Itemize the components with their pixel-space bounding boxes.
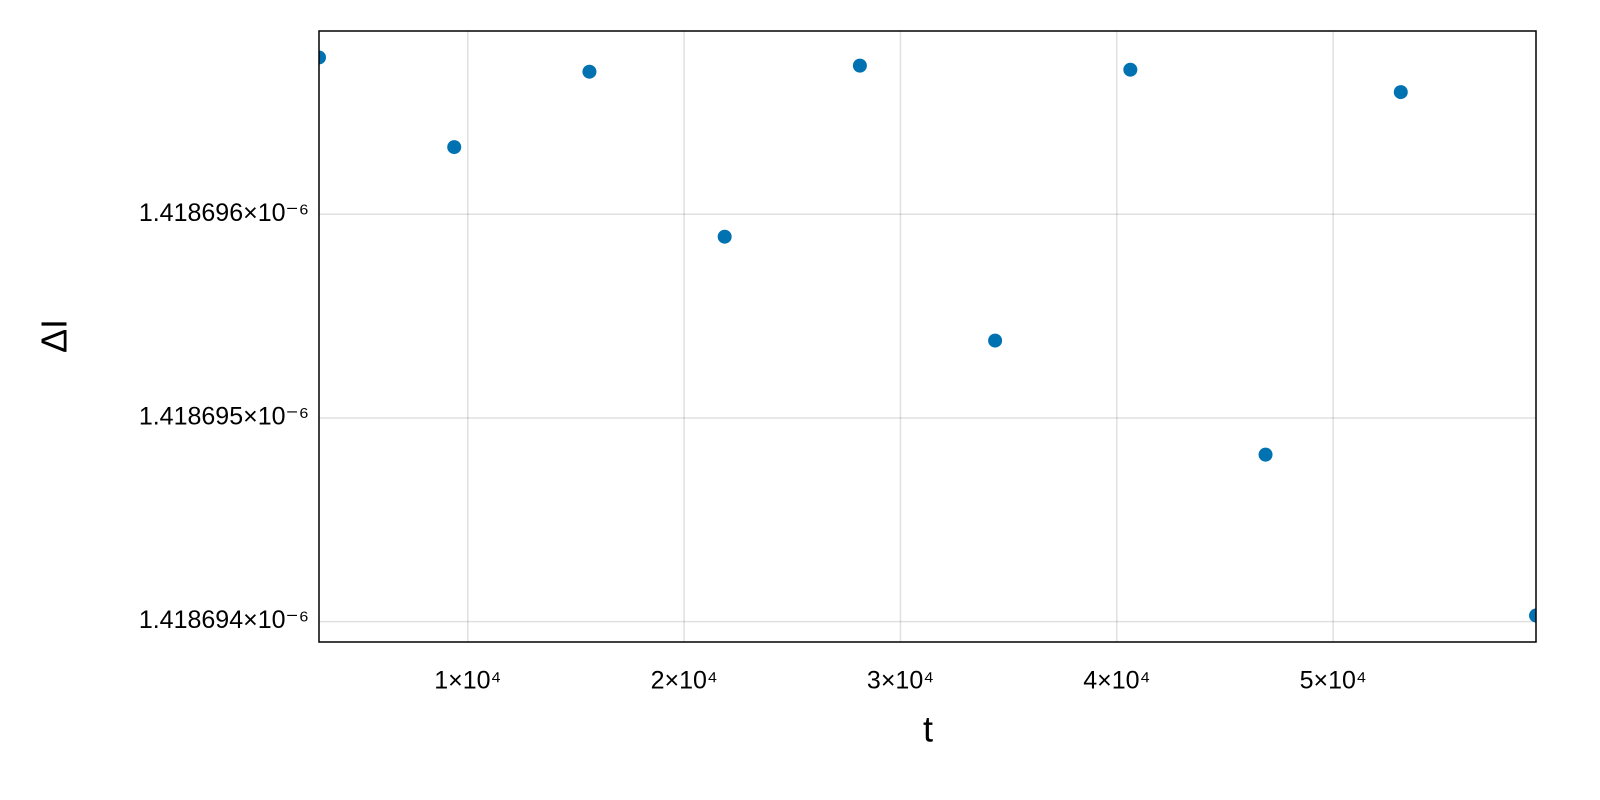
x-axis-label: t (923, 709, 933, 750)
point (582, 64, 597, 79)
x-tick-label: 4×10⁴ (1083, 667, 1150, 695)
plot-area (319, 50, 1536, 623)
point (717, 229, 732, 244)
y-tick-label: 1.418695×10⁻⁶ (139, 403, 309, 431)
grid (319, 31, 1536, 642)
y-tick-label: 1.418694×10⁻⁶ (139, 606, 309, 634)
point (319, 50, 326, 65)
x-tick-label: 3×10⁴ (867, 667, 934, 695)
x-tick-label: 2×10⁴ (651, 667, 718, 695)
point (1393, 85, 1408, 100)
point (447, 140, 462, 155)
point (988, 333, 1003, 348)
y-tick-label: 1.418696×10⁻⁶ (139, 199, 309, 227)
point (1529, 608, 1536, 623)
point (1258, 447, 1273, 462)
y-axis-label: ΔI (34, 319, 75, 353)
x-tick-label: 1×10⁴ (434, 667, 501, 695)
x-tick-label: 5×10⁴ (1300, 667, 1367, 695)
plot-frame (318, 30, 1537, 643)
point (852, 58, 867, 73)
point (1123, 62, 1138, 77)
